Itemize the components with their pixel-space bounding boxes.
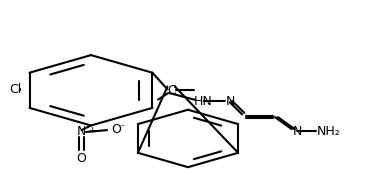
Text: ⁻: ⁻ [120,123,125,133]
Text: N: N [293,124,302,138]
Text: NH₂: NH₂ [317,124,341,138]
Text: Cl: Cl [10,83,22,96]
Text: N: N [77,125,86,139]
Text: O: O [112,123,121,136]
Text: N: N [225,95,235,108]
Text: O: O [77,152,86,165]
Text: +: + [88,126,96,135]
Text: HN: HN [194,95,212,108]
Text: C: C [167,84,176,97]
